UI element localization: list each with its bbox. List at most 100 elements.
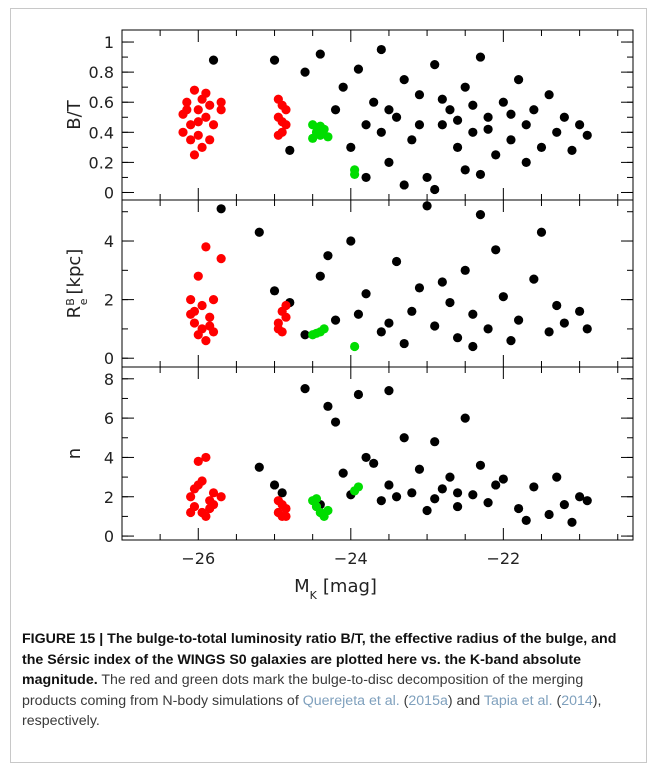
black-point [384,157,394,167]
y-tick-label: 0 [104,527,114,546]
red-point [186,135,196,145]
citation-tapia[interactable]: Tapia et al. [483,692,553,709]
red-point [277,117,287,127]
red-point [281,312,291,322]
green-point [353,482,364,492]
y-tick-label: 0.4 [89,123,114,142]
black-point [575,492,585,502]
red-point [208,488,219,498]
black-point [323,401,333,411]
figure-frame [10,8,647,763]
black-point [430,321,440,331]
black-point [513,315,524,325]
black-point [300,67,310,77]
citation-querejeta[interactable]: Querejeta et al. [302,692,400,709]
red-point [193,271,203,281]
black-point [407,488,417,498]
black-point [552,300,562,311]
y-tick-label: 4 [104,448,114,467]
bulge-to-total-frame [121,29,634,201]
black-point [460,265,470,275]
y-axis-label: RBe[kpc] [64,249,90,319]
red-point [186,295,196,305]
black-point [468,341,478,352]
black-point [491,150,501,160]
red-point [182,105,192,115]
black-point [483,498,493,508]
red-point [201,112,211,122]
black-point [399,180,409,190]
black-point [483,124,493,134]
black-point [452,333,463,343]
red-point [193,117,203,127]
red-point [201,88,211,98]
figure-frame-bottom [10,762,647,763]
y-tick-label: 0 [104,183,114,202]
black-point [521,515,531,525]
caption-text-4: ( [552,692,562,709]
black-point [559,318,569,328]
black-point [361,452,371,463]
black-point [414,120,425,130]
black-point [376,44,386,55]
figure-frame-top [10,8,647,9]
scatter-figure: 0 0.2 0.4 0.6 0.8 1 B/T 0 2 4 RBe[kpc] 0 2 4 6 8 −26 −24 −… [64,29,634,602]
black-point [353,389,364,400]
black-point [475,210,486,220]
caption-text-2: ( [399,692,409,709]
black-point [414,464,425,474]
x-tick-label: −22 [486,549,520,568]
black-point [399,338,409,349]
black-point [315,49,325,59]
black-point [376,496,386,506]
red-point [189,318,200,328]
x-tick-label: −24 [334,549,368,568]
x-tick-label: −26 [181,549,215,568]
black-point [445,105,455,115]
red-point [193,330,203,340]
black-point [430,437,440,447]
black-point [475,52,486,62]
black-point [422,201,432,211]
black-point [567,517,577,527]
green-point [308,133,318,143]
black-point [475,460,486,470]
black-point [529,482,539,492]
black-point [269,286,280,296]
black-point [384,385,394,396]
caption-text-3: ) and [447,692,484,709]
figure-caption: FIGURE 15 | The bulge-to-total luminosit… [22,629,640,732]
black-point [384,480,394,490]
red-point [281,511,291,522]
green-point [319,324,329,334]
citation-tapia-year[interactable]: 2014 [561,692,593,709]
black-point [536,142,547,152]
black-point [452,488,463,498]
red-point [208,327,219,337]
black-point [338,468,348,478]
black-point [521,120,531,130]
black-point [452,501,463,512]
red-point [186,492,196,502]
red-point [186,507,196,518]
citation-querejeta-year[interactable]: 2015a [408,692,448,709]
black-point [422,172,432,183]
black-point [437,484,447,494]
black-point [330,417,341,427]
caption-title: FIGURE 15 | The bulge-to-total luminosit… [22,631,617,688]
black-point [468,100,478,110]
black-point [491,245,501,255]
black-point [483,112,493,122]
caption-text-5: ), respectively. [22,692,602,730]
black-point [269,480,280,490]
black-point [430,184,440,195]
black-point [384,105,394,115]
red-point [216,492,226,502]
green-point [311,494,322,504]
black-point [391,492,402,502]
red-point [193,105,203,115]
effective-radius-panel: 0 2 4 RBe[kpc] [64,199,634,368]
black-point [422,505,432,516]
effective-radius-frame [121,199,634,368]
black-point [384,318,394,328]
